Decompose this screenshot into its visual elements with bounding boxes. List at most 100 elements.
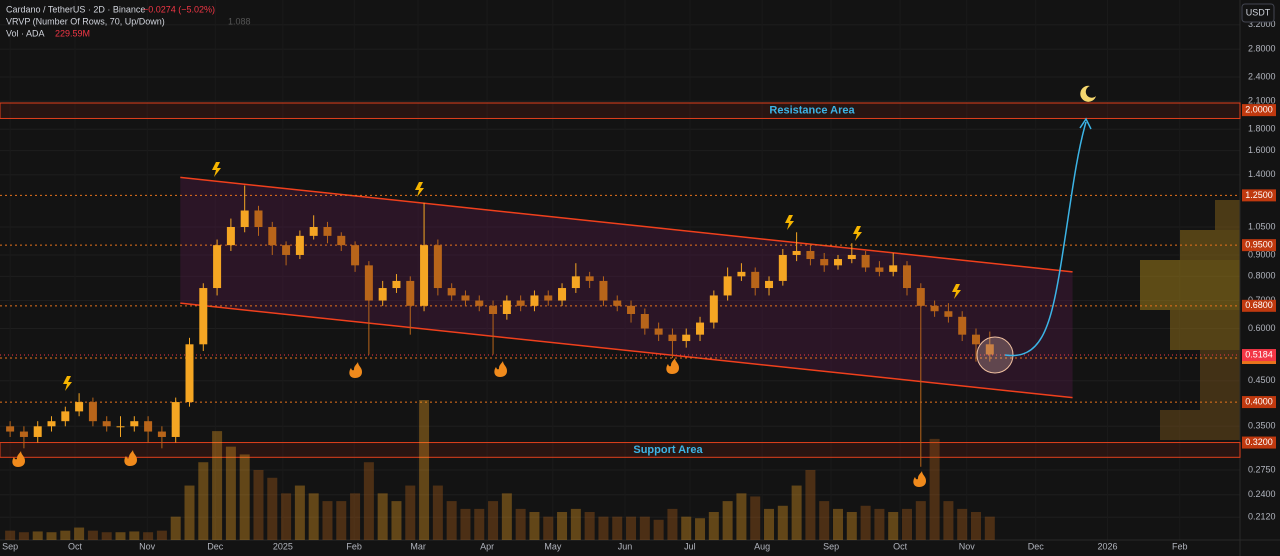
candle-body xyxy=(834,259,843,266)
volume-bar xyxy=(915,501,926,540)
volume-bar xyxy=(584,512,595,540)
candle-body xyxy=(558,288,567,301)
candle-body xyxy=(792,250,801,255)
candle-body xyxy=(33,426,42,437)
candle-body xyxy=(820,259,829,266)
candle-body xyxy=(737,271,746,277)
volume-bar xyxy=(363,462,374,540)
x-tick-label: 2026 xyxy=(1098,541,1118,551)
candle-body xyxy=(130,421,139,427)
volume-bar xyxy=(570,508,581,540)
candle-body xyxy=(144,421,153,432)
candle-body xyxy=(640,313,649,329)
volume-label: Vol · ADA xyxy=(6,28,45,38)
volume-bar xyxy=(184,485,195,540)
volume-bar xyxy=(653,519,664,540)
volume-bar xyxy=(722,501,733,540)
volume-bar xyxy=(902,508,913,540)
price-label: 0.3200 xyxy=(1245,437,1273,447)
candle-body xyxy=(364,265,373,301)
price-label-bg xyxy=(1242,189,1276,202)
price-label-bg xyxy=(1242,349,1276,362)
y-tick-label: 0.2120 xyxy=(1248,512,1276,522)
price-label-bg xyxy=(1242,104,1276,117)
y-tick-label: 0.3500 xyxy=(1248,421,1276,431)
volume-bar xyxy=(805,470,816,540)
lightning xyxy=(785,215,794,230)
volume-bar xyxy=(695,518,706,540)
volume-bar xyxy=(143,532,154,540)
currency-button[interactable] xyxy=(1241,3,1275,23)
candle-body xyxy=(116,426,125,428)
volume-bar xyxy=(639,516,650,540)
price-label: 0.4000 xyxy=(1245,396,1273,406)
y-tick-label: 1.4000 xyxy=(1248,169,1276,179)
volume-bar xyxy=(419,400,430,540)
candle-body xyxy=(903,265,912,289)
y-tick-label: 2.8000 xyxy=(1248,43,1276,53)
volume-bar xyxy=(46,532,57,540)
candle-body xyxy=(530,295,539,306)
vp-bar xyxy=(1170,310,1240,350)
candle-body xyxy=(751,271,760,289)
y-tick-label: 1.6000 xyxy=(1248,145,1276,155)
volume-bar xyxy=(336,501,347,540)
volume-bar xyxy=(350,493,361,540)
moon-icon xyxy=(1080,85,1096,102)
vp-bar xyxy=(1160,410,1240,440)
candle-body xyxy=(985,344,994,355)
x-tick-label: Jul xyxy=(684,541,696,551)
candle-body xyxy=(585,276,594,281)
candle-body xyxy=(433,245,442,289)
volume-bar xyxy=(74,527,85,540)
x-tick-label: Dec xyxy=(1028,541,1045,551)
lightning xyxy=(853,226,862,241)
candle-body xyxy=(392,280,401,289)
volume-bar xyxy=(322,501,333,540)
candle-body xyxy=(709,295,718,323)
x-tick-label: Nov xyxy=(139,541,156,551)
volume-bar xyxy=(115,532,126,540)
candle-body xyxy=(971,334,980,345)
candle-body xyxy=(889,265,898,272)
candle-body xyxy=(19,431,28,437)
currency-label[interactable]: USDT xyxy=(1246,7,1271,17)
candle-body xyxy=(406,280,415,306)
volume-bar xyxy=(708,512,719,540)
volume-bar xyxy=(984,516,995,540)
volume-bar xyxy=(308,493,319,540)
volume-profile xyxy=(1140,200,1240,440)
zone-label: Resistance Area xyxy=(769,105,855,117)
candle-body xyxy=(930,305,939,312)
candle-body xyxy=(668,334,677,342)
price-label-bg xyxy=(1242,299,1276,312)
volume-bar xyxy=(474,508,485,540)
candle-body xyxy=(185,344,194,403)
x-tick-label: Feb xyxy=(1172,541,1188,551)
price-label-bg xyxy=(1242,396,1276,409)
volume-bar xyxy=(446,501,457,540)
candle-body xyxy=(6,426,15,432)
volume-bar xyxy=(87,530,98,540)
fire xyxy=(913,471,926,487)
y-tick-label: 2.4000 xyxy=(1248,71,1276,81)
arrow-head xyxy=(1079,117,1092,130)
candle-body xyxy=(723,276,732,296)
volume-bar xyxy=(736,493,747,540)
volume-bar xyxy=(846,512,857,540)
candle-body xyxy=(199,288,208,345)
vp-bar xyxy=(1215,200,1240,230)
zone xyxy=(0,102,1241,119)
candle-body xyxy=(295,235,304,255)
candle-body xyxy=(75,402,84,412)
y-tick-label: 1.0500 xyxy=(1248,221,1276,231)
fire-icons xyxy=(12,358,926,487)
candle-body xyxy=(254,210,263,228)
candle-body xyxy=(544,295,553,301)
candle-body xyxy=(351,245,360,266)
volume-bar xyxy=(626,516,637,540)
candle-body xyxy=(226,227,235,246)
